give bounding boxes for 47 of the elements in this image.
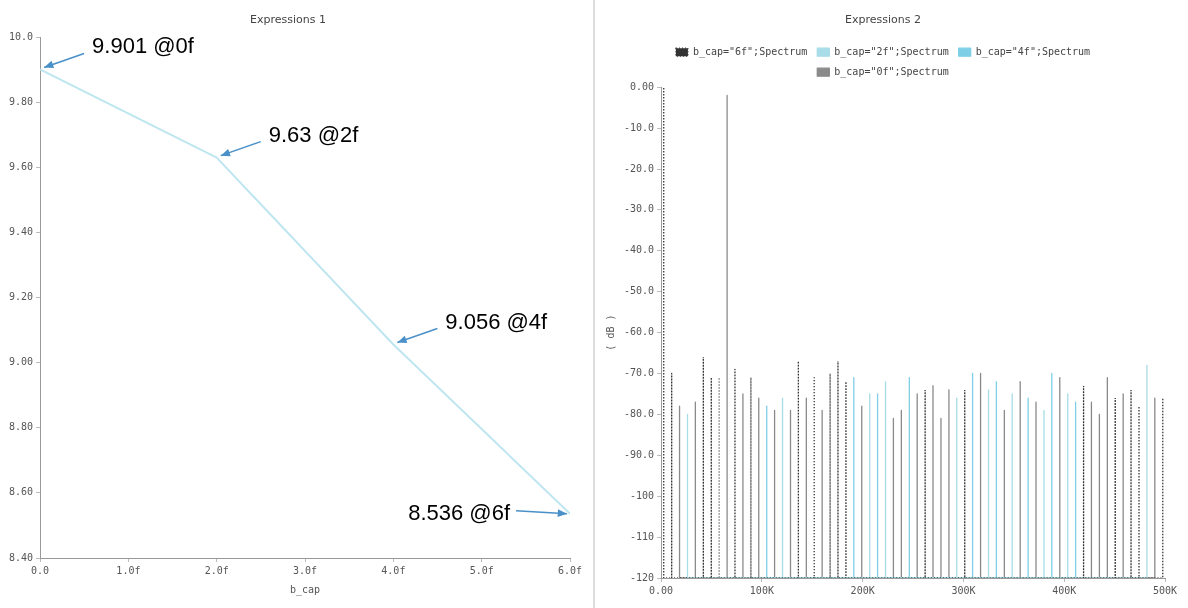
y-tick-label: 10.0 <box>8 30 34 42</box>
y-tick-label: -60.0 <box>623 326 655 338</box>
y-tick-label: -90.0 <box>623 448 655 460</box>
annotation: 9.056 @4f <box>445 308 549 334</box>
y-tick-label: 8.60 <box>8 486 34 498</box>
x-tick-label: 0.0 <box>31 564 50 576</box>
y-tick-label: -50.0 <box>623 285 655 297</box>
y-tick-label: -80.0 <box>623 407 655 419</box>
x-tick-label: 300K <box>951 584 976 596</box>
y-tick-label: 9.40 <box>8 226 34 238</box>
chart-title: Expressions 2 <box>845 13 921 27</box>
y-tick-label: 9.80 <box>8 95 34 107</box>
x-tick-label: 500K <box>1152 584 1178 596</box>
y-tick-label: -70.0 <box>623 367 655 379</box>
x-tick-label: 2.0f <box>204 564 229 576</box>
x-tick-label: 200K <box>850 584 875 596</box>
chart-title: Expressions 1 <box>250 13 326 27</box>
annotation: 9.901 @0f <box>92 33 195 59</box>
legend-label: b_cap="4f";Spectrum <box>975 45 1091 58</box>
legend-label: b_cap="0f";Spectrum <box>834 65 949 78</box>
x-tick-label: 3.0f <box>292 564 318 576</box>
y-tick-label: 8.80 <box>8 421 34 433</box>
y-tick-label: -110 <box>630 530 655 542</box>
y-tick-label: -40.0 <box>623 244 655 256</box>
annotation: 9.63 @2f <box>268 121 360 147</box>
x-tick-label: 6.0f <box>557 564 583 576</box>
y-tick-label: -20.0 <box>623 162 655 174</box>
x-tick-label: 400K <box>1052 584 1077 596</box>
y-tick-label: 8.40 <box>8 551 34 563</box>
annotation: 8.536 @6f <box>408 499 511 525</box>
x-tick-label: 4.0f <box>381 564 406 576</box>
y-tick-label: -100 <box>630 489 655 501</box>
x-tick-label: 100K <box>749 584 774 596</box>
y-tick-label: -10.0 <box>623 121 655 133</box>
x-tick-label: 5.0f <box>469 564 494 576</box>
y-tick-label: 9.20 <box>8 291 34 303</box>
y-tick-label: -120 <box>630 571 655 583</box>
y-tick-label: 9.60 <box>8 160 34 172</box>
x-tick-label: 1.0f <box>116 564 141 576</box>
x-axis-title: b_cap <box>289 583 321 596</box>
legend-label: b_cap="6f";Spectrum <box>692 45 808 58</box>
x-tick-label: 0.00 <box>649 584 674 596</box>
y-tick-label: 0.00 <box>630 80 655 92</box>
y-tick-label: -30.0 <box>623 203 655 215</box>
y-tick-label: 9.00 <box>8 356 34 368</box>
legend-label: b_cap="2f";Spectrum <box>834 45 949 58</box>
y-axis-title: ( dB ) <box>604 314 616 351</box>
